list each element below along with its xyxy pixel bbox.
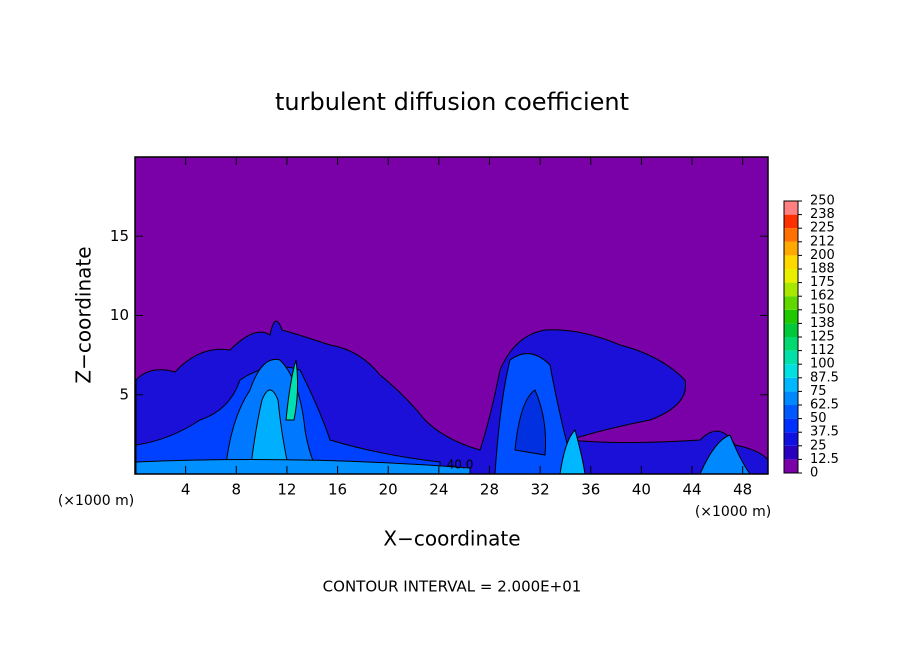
x-tick-label: 24 (429, 481, 448, 499)
contour-region (514, 389, 547, 456)
colorbar-label: 25 (810, 438, 827, 453)
x-tick-label: 16 (328, 481, 347, 499)
x-tick-label: 44 (682, 481, 701, 499)
colorbar-segment (784, 255, 798, 269)
x-tick-label: 4 (181, 481, 191, 499)
x-unit-label: (×1000 m) (695, 504, 771, 520)
colorbar-segment (784, 228, 798, 242)
x-tick-label: 48 (733, 481, 752, 499)
colorbar-segment (784, 418, 798, 433)
x-tick-label: 12 (277, 481, 296, 499)
x-tick-label: 36 (581, 481, 600, 499)
colorbar-label: 212 (810, 234, 835, 249)
contour-region (699, 434, 751, 475)
y-tick-label: 5 (119, 385, 129, 403)
colorbar-segment (784, 296, 798, 310)
colorbar-label: 0 (810, 466, 818, 481)
colorbar-label: 12.5 (810, 452, 839, 467)
colorbar-segment (784, 323, 798, 337)
colorbar-label: 50 (810, 411, 827, 426)
colorbar-label: 37.5 (810, 425, 839, 440)
x-axis-label: X−coordinate (383, 527, 520, 551)
colorbar-segment (784, 214, 798, 229)
contour-label: 40.0 (447, 458, 474, 472)
colorbar-label: 150 (810, 302, 835, 317)
colorbar-label: 112 (810, 343, 835, 358)
colorbar-segment (784, 432, 798, 446)
colorbar-label: 250 (810, 194, 835, 209)
colorbar-segment (784, 377, 798, 392)
colorbar-segment (784, 405, 798, 419)
x-tick-label: 20 (379, 481, 398, 499)
colorbar-label: 200 (810, 248, 835, 263)
colorbar-segment (784, 282, 798, 297)
colorbar-segment (784, 364, 798, 378)
contour-region (249, 389, 291, 475)
colorbar-label: 87.5 (810, 370, 839, 385)
colorbar-label: 188 (810, 262, 835, 277)
contour-region (559, 429, 586, 475)
colorbar-segment (784, 337, 798, 351)
colorbar-segment (784, 269, 798, 283)
colorbar-segment (784, 445, 798, 460)
colorbar-label: 162 (810, 289, 835, 304)
x-unit-label: (×1000 m) (58, 493, 134, 509)
colorbar-label: 225 (810, 221, 835, 236)
x-tick-label: 40 (632, 481, 651, 499)
annotation: CONTOUR INTERVAL = 2.000E+01 (323, 578, 582, 596)
x-tick-label: 32 (531, 481, 550, 499)
contour-region (285, 359, 299, 421)
y-axis-label: Z−coordinate (72, 246, 96, 383)
y-tick-label: 10 (110, 306, 129, 324)
contour-region (135, 459, 471, 475)
colorbar-label: 238 (810, 207, 835, 222)
x-tick-label: 28 (480, 481, 499, 499)
colorbar-segment (784, 391, 798, 405)
x-tick-label: 8 (232, 481, 242, 499)
chart-title: turbulent diffusion coefficient (275, 88, 629, 116)
plot-area: 40.0 (134, 156, 769, 475)
colorbar-segment (784, 350, 798, 365)
colorbar-label: 125 (810, 330, 835, 345)
y-tick-label: 15 (110, 227, 129, 245)
colorbar-segment (784, 201, 798, 215)
colorbar-label: 175 (810, 275, 835, 290)
colorbar-label: 138 (810, 316, 835, 331)
colorbar-segment (784, 459, 798, 473)
colorbar-segment (784, 241, 798, 256)
colorbar-segment (784, 309, 798, 324)
colorbar-label: 75 (810, 384, 827, 399)
colorbar-label: 62.5 (810, 398, 839, 413)
contour-field (135, 320, 769, 475)
colorbar-label: 100 (810, 357, 835, 372)
